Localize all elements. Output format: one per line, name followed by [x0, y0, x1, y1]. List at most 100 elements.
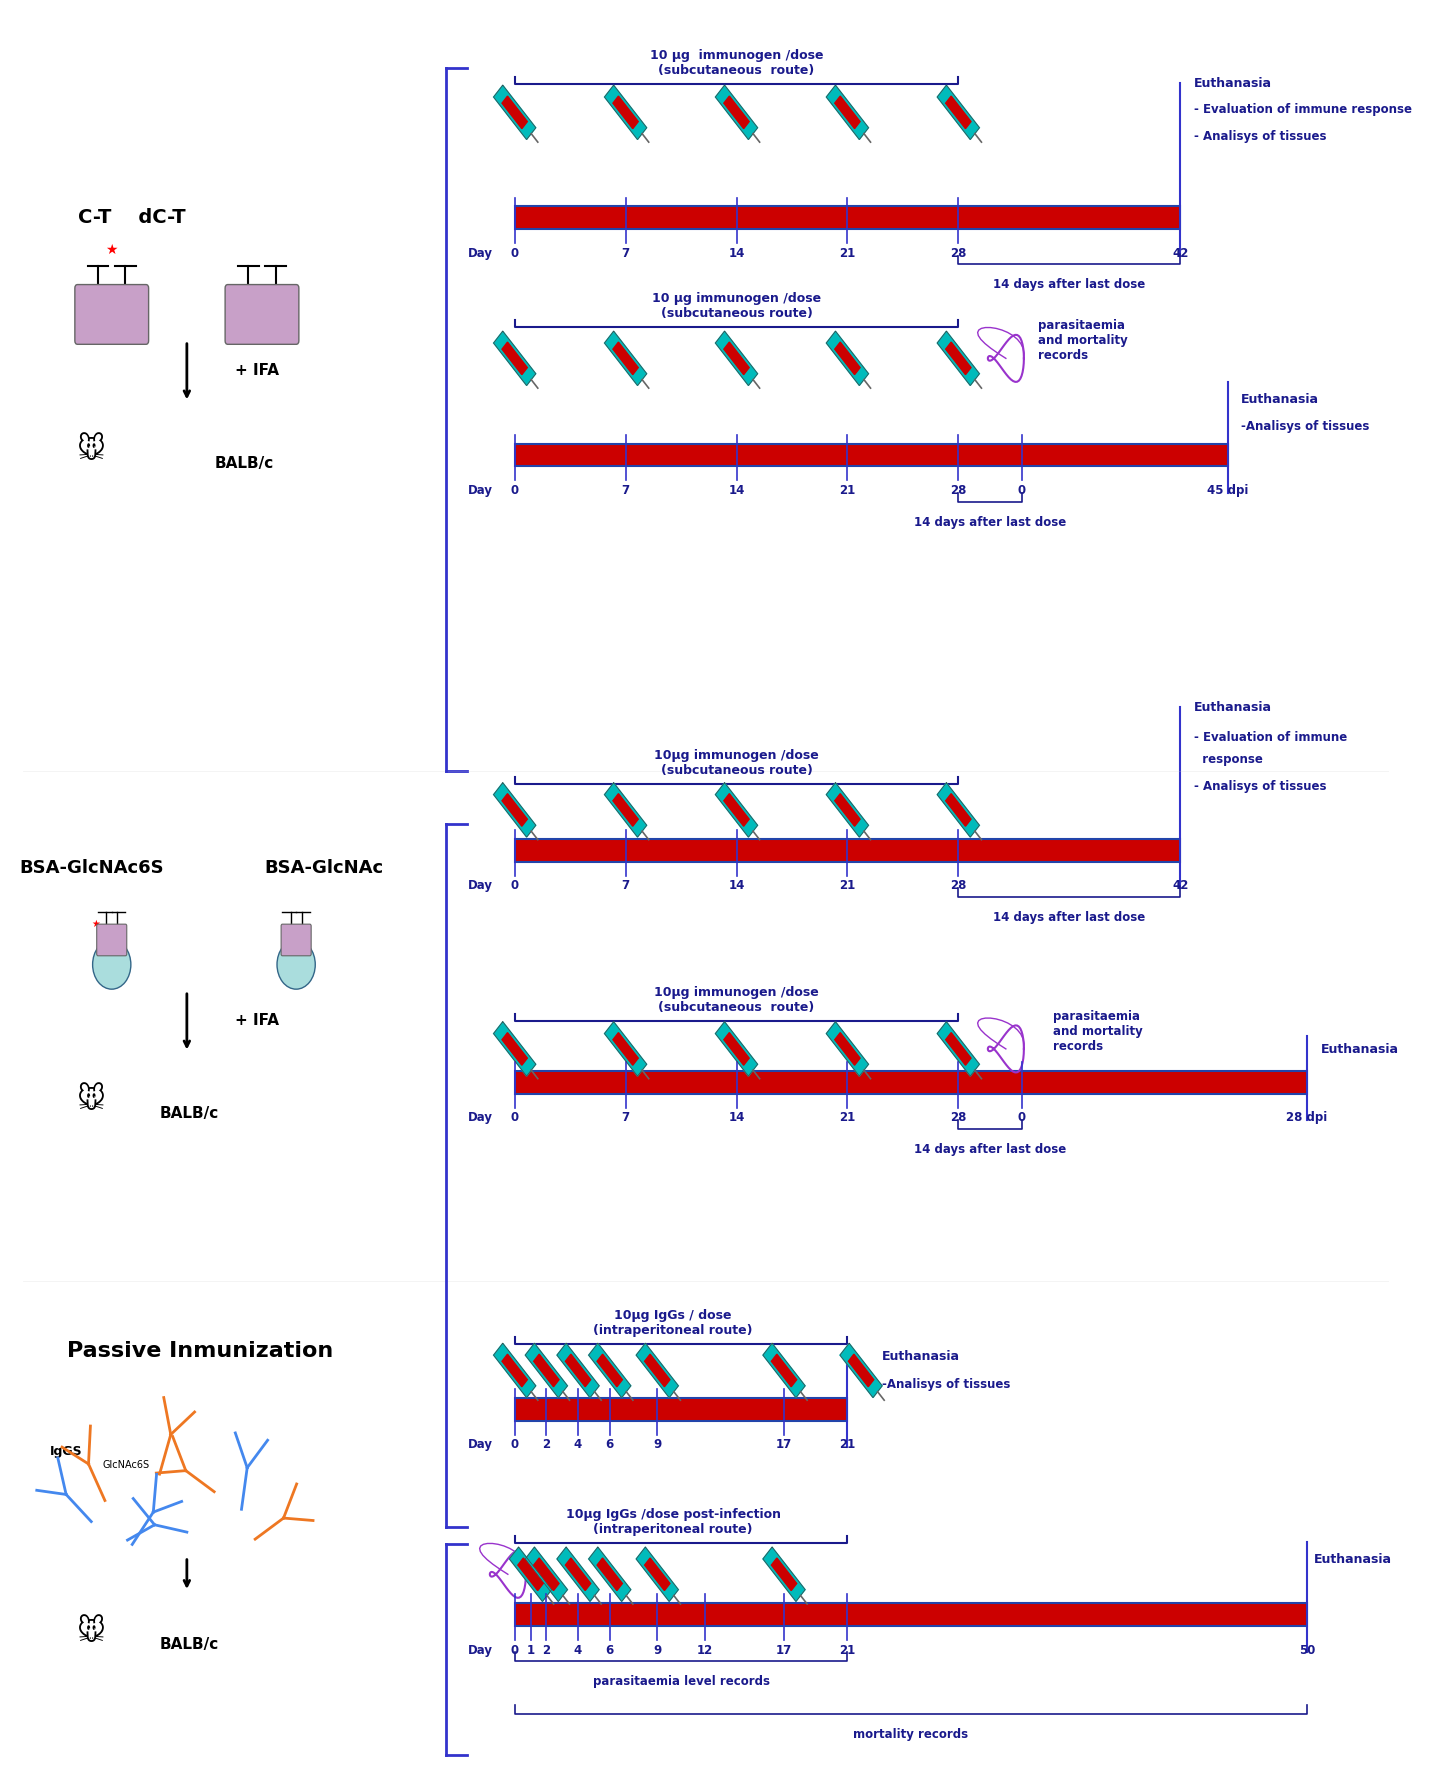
Text: 🐭: 🐭 — [77, 1619, 106, 1647]
Text: Passive Inmunization: Passive Inmunization — [67, 1341, 334, 1362]
Polygon shape — [613, 1032, 638, 1064]
FancyBboxPatch shape — [97, 924, 126, 956]
Text: BALB/c: BALB/c — [160, 1636, 219, 1652]
Text: 50: 50 — [1299, 1643, 1315, 1656]
Polygon shape — [510, 1548, 552, 1601]
FancyBboxPatch shape — [280, 924, 311, 956]
Text: C-T    dC-T: C-T dC-T — [78, 209, 186, 227]
Text: 14 days after last dose: 14 days after last dose — [914, 1142, 1067, 1156]
Text: Day: Day — [468, 1438, 493, 1450]
Text: Euthanasia: Euthanasia — [1314, 1553, 1392, 1566]
Text: 4: 4 — [574, 1438, 583, 1450]
Text: 14: 14 — [728, 246, 745, 260]
Text: Day: Day — [468, 880, 493, 893]
Bar — [514, 1071, 1306, 1094]
Text: 7: 7 — [622, 880, 629, 893]
Text: Euthanasia: Euthanasia — [882, 1350, 959, 1364]
Text: 9: 9 — [654, 1643, 661, 1656]
Text: parasitaemia level records: parasitaemia level records — [593, 1675, 770, 1688]
Text: -Analisys of tissues: -Analisys of tissues — [882, 1378, 1010, 1390]
Text: 0: 0 — [510, 483, 519, 498]
Text: 10µg immunogen /dose
(subcutaneous route): 10µg immunogen /dose (subcutaneous route… — [654, 749, 819, 776]
Polygon shape — [715, 783, 757, 838]
Text: 21: 21 — [840, 246, 856, 260]
Polygon shape — [503, 342, 527, 375]
Text: 45 dpi: 45 dpi — [1207, 483, 1248, 498]
Polygon shape — [840, 1344, 882, 1397]
Polygon shape — [613, 96, 638, 129]
Polygon shape — [604, 331, 647, 386]
Polygon shape — [526, 1548, 568, 1601]
Text: + IFA: + IFA — [235, 1013, 279, 1029]
Polygon shape — [517, 1558, 543, 1590]
Polygon shape — [772, 1355, 796, 1387]
Polygon shape — [494, 1344, 536, 1397]
Text: 14: 14 — [728, 483, 745, 498]
Polygon shape — [946, 1032, 971, 1064]
Text: 7: 7 — [622, 1110, 629, 1125]
Polygon shape — [645, 1355, 670, 1387]
Text: Day: Day — [468, 483, 493, 498]
Text: Euthanasia: Euthanasia — [1321, 1043, 1399, 1056]
Text: 10 µg immunogen /dose
(subcutaneous route): 10 µg immunogen /dose (subcutaneous rout… — [652, 292, 821, 321]
Text: - Evaluation of immune: - Evaluation of immune — [1194, 730, 1347, 744]
Polygon shape — [715, 1022, 757, 1077]
Polygon shape — [724, 342, 750, 375]
Text: Euthanasia: Euthanasia — [1194, 701, 1271, 714]
Text: 21: 21 — [840, 880, 856, 893]
Polygon shape — [937, 331, 979, 386]
Text: 4: 4 — [574, 1643, 583, 1656]
Polygon shape — [533, 1558, 559, 1590]
Polygon shape — [597, 1355, 622, 1387]
Polygon shape — [613, 342, 638, 375]
Polygon shape — [946, 342, 971, 375]
Text: 14 days after last dose: 14 days after last dose — [992, 910, 1145, 924]
Text: ★: ★ — [92, 919, 100, 930]
Text: 0: 0 — [510, 1643, 519, 1656]
Text: Day: Day — [468, 1643, 493, 1656]
Polygon shape — [503, 1032, 527, 1064]
Text: BSA-GlcNAc: BSA-GlcNAc — [264, 859, 384, 877]
Polygon shape — [724, 1032, 750, 1064]
Text: 0: 0 — [510, 1438, 519, 1450]
Text: BALB/c: BALB/c — [160, 1107, 219, 1121]
Text: 0: 0 — [1017, 483, 1026, 498]
Polygon shape — [827, 783, 869, 838]
Text: IgGS: IgGS — [51, 1445, 83, 1458]
Polygon shape — [715, 331, 757, 386]
Text: 42: 42 — [1173, 880, 1189, 893]
Text: 14: 14 — [728, 1110, 745, 1125]
Polygon shape — [565, 1558, 591, 1590]
Polygon shape — [597, 1558, 622, 1590]
Text: Day: Day — [468, 1110, 493, 1125]
Polygon shape — [494, 783, 536, 838]
Text: 🐭: 🐭 — [77, 436, 106, 464]
Text: Euthanasia: Euthanasia — [1241, 393, 1319, 406]
Text: 21: 21 — [840, 1110, 856, 1125]
Bar — [514, 1397, 847, 1420]
Polygon shape — [494, 85, 536, 140]
Bar — [514, 443, 1228, 466]
Text: 10µg immunogen /dose
(subcutaneous  route): 10µg immunogen /dose (subcutaneous route… — [654, 986, 819, 1013]
Polygon shape — [827, 1022, 869, 1077]
Text: 6: 6 — [606, 1643, 613, 1656]
Text: 14: 14 — [728, 880, 745, 893]
Text: + IFA: + IFA — [235, 363, 279, 379]
Polygon shape — [827, 85, 869, 140]
Polygon shape — [835, 342, 860, 375]
Polygon shape — [503, 1355, 527, 1387]
Text: parasitaemia
and mortality
records: parasitaemia and mortality records — [1037, 319, 1128, 363]
Text: 12: 12 — [696, 1643, 713, 1656]
Text: 28: 28 — [950, 1110, 966, 1125]
Text: 14 days after last dose: 14 days after last dose — [914, 515, 1067, 528]
Bar — [514, 1603, 1306, 1626]
Polygon shape — [763, 1548, 805, 1601]
Polygon shape — [763, 1344, 805, 1397]
Text: 10 µg  immunogen /dose
(subcutaneous  route): 10 µg immunogen /dose (subcutaneous rout… — [649, 50, 824, 78]
Polygon shape — [645, 1558, 670, 1590]
Polygon shape — [772, 1558, 796, 1590]
FancyBboxPatch shape — [225, 285, 299, 344]
Polygon shape — [565, 1355, 591, 1387]
Text: - Evaluation of immune response: - Evaluation of immune response — [1194, 103, 1412, 117]
Text: 7: 7 — [622, 483, 629, 498]
